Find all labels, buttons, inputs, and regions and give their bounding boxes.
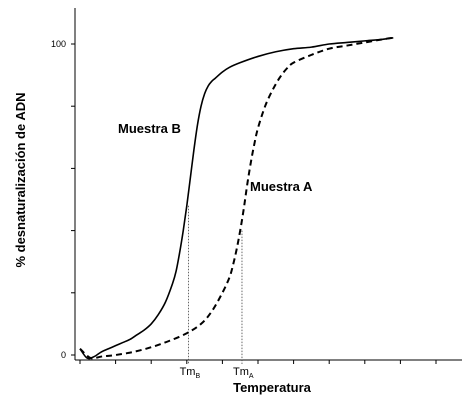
tm-label-sub: A (249, 373, 254, 380)
tm-markers: TmB TmA (180, 205, 254, 380)
series-label: Muestra A (250, 179, 313, 194)
tm-label-main: Tm (180, 366, 196, 378)
series-group (79, 36, 394, 360)
tm-label-sub: B (195, 373, 200, 380)
series-label: Muestra B (118, 121, 181, 136)
tm-label: TmB (180, 366, 201, 380)
y-ticks: 0 100 (51, 39, 75, 360)
series-line-muestra-b (79, 36, 394, 360)
tm-label: TmA (233, 366, 254, 380)
axes (74, 8, 462, 361)
y-axis-label: % desnaturalización de ADN (13, 92, 28, 267)
x-axis-label: Temperatura (233, 380, 312, 395)
y-tick-label: 100 (51, 39, 66, 49)
x-ticks (79, 360, 437, 364)
series-line-muestra-a (79, 36, 394, 360)
tm-label-main: Tm (233, 366, 249, 378)
series-labels: Muestra B Muestra A (118, 121, 313, 194)
y-tick-label: 0 (61, 350, 66, 360)
